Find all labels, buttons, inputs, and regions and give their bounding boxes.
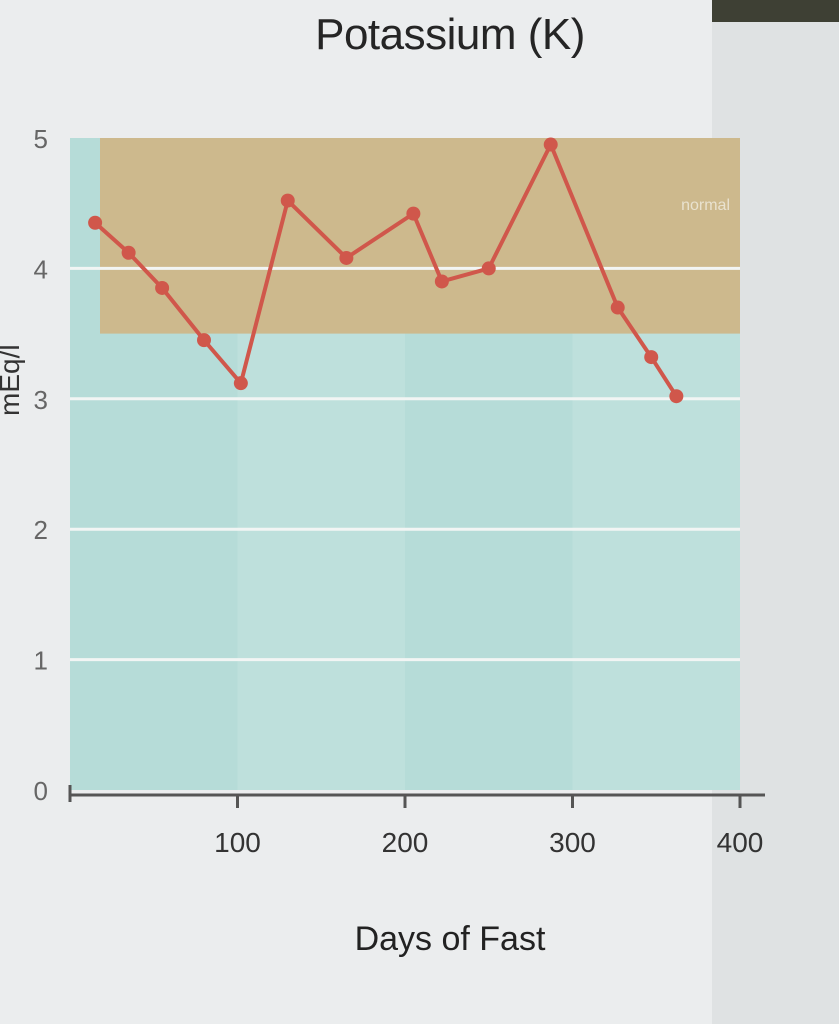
x-tick-label: 400	[717, 827, 764, 858]
data-point	[543, 137, 558, 152]
data-point	[610, 300, 625, 315]
data-point	[280, 193, 295, 208]
data-point	[197, 333, 211, 348]
x-tick-label: 100	[214, 827, 261, 858]
x-tick-label: 300	[549, 827, 596, 858]
x-tick-label: 200	[382, 827, 429, 858]
data-point	[669, 389, 684, 404]
data-point	[644, 350, 659, 365]
y-tick-label: 1	[34, 646, 48, 676]
y-tick-label: 2	[34, 515, 48, 545]
data-point	[481, 261, 496, 276]
data-point	[155, 280, 170, 295]
data-point	[121, 245, 136, 260]
y-tick-label: 4	[34, 254, 48, 284]
chart-title: Potassium (K)	[315, 10, 585, 59]
x-axis-label: Days of Fast	[354, 920, 546, 958]
data-point	[434, 274, 449, 289]
normal-range-band	[100, 138, 740, 334]
background-corner	[712, 0, 839, 22]
data-point	[339, 250, 354, 265]
data-point	[406, 206, 421, 221]
y-tick-label: 0	[34, 776, 48, 806]
y-tick-label: 5	[34, 124, 48, 154]
series-line	[93, 142, 679, 398]
data-point	[233, 376, 248, 391]
normal-range-label: normal	[681, 197, 730, 214]
y-tick-label: 3	[34, 385, 48, 415]
data-point	[88, 215, 103, 230]
